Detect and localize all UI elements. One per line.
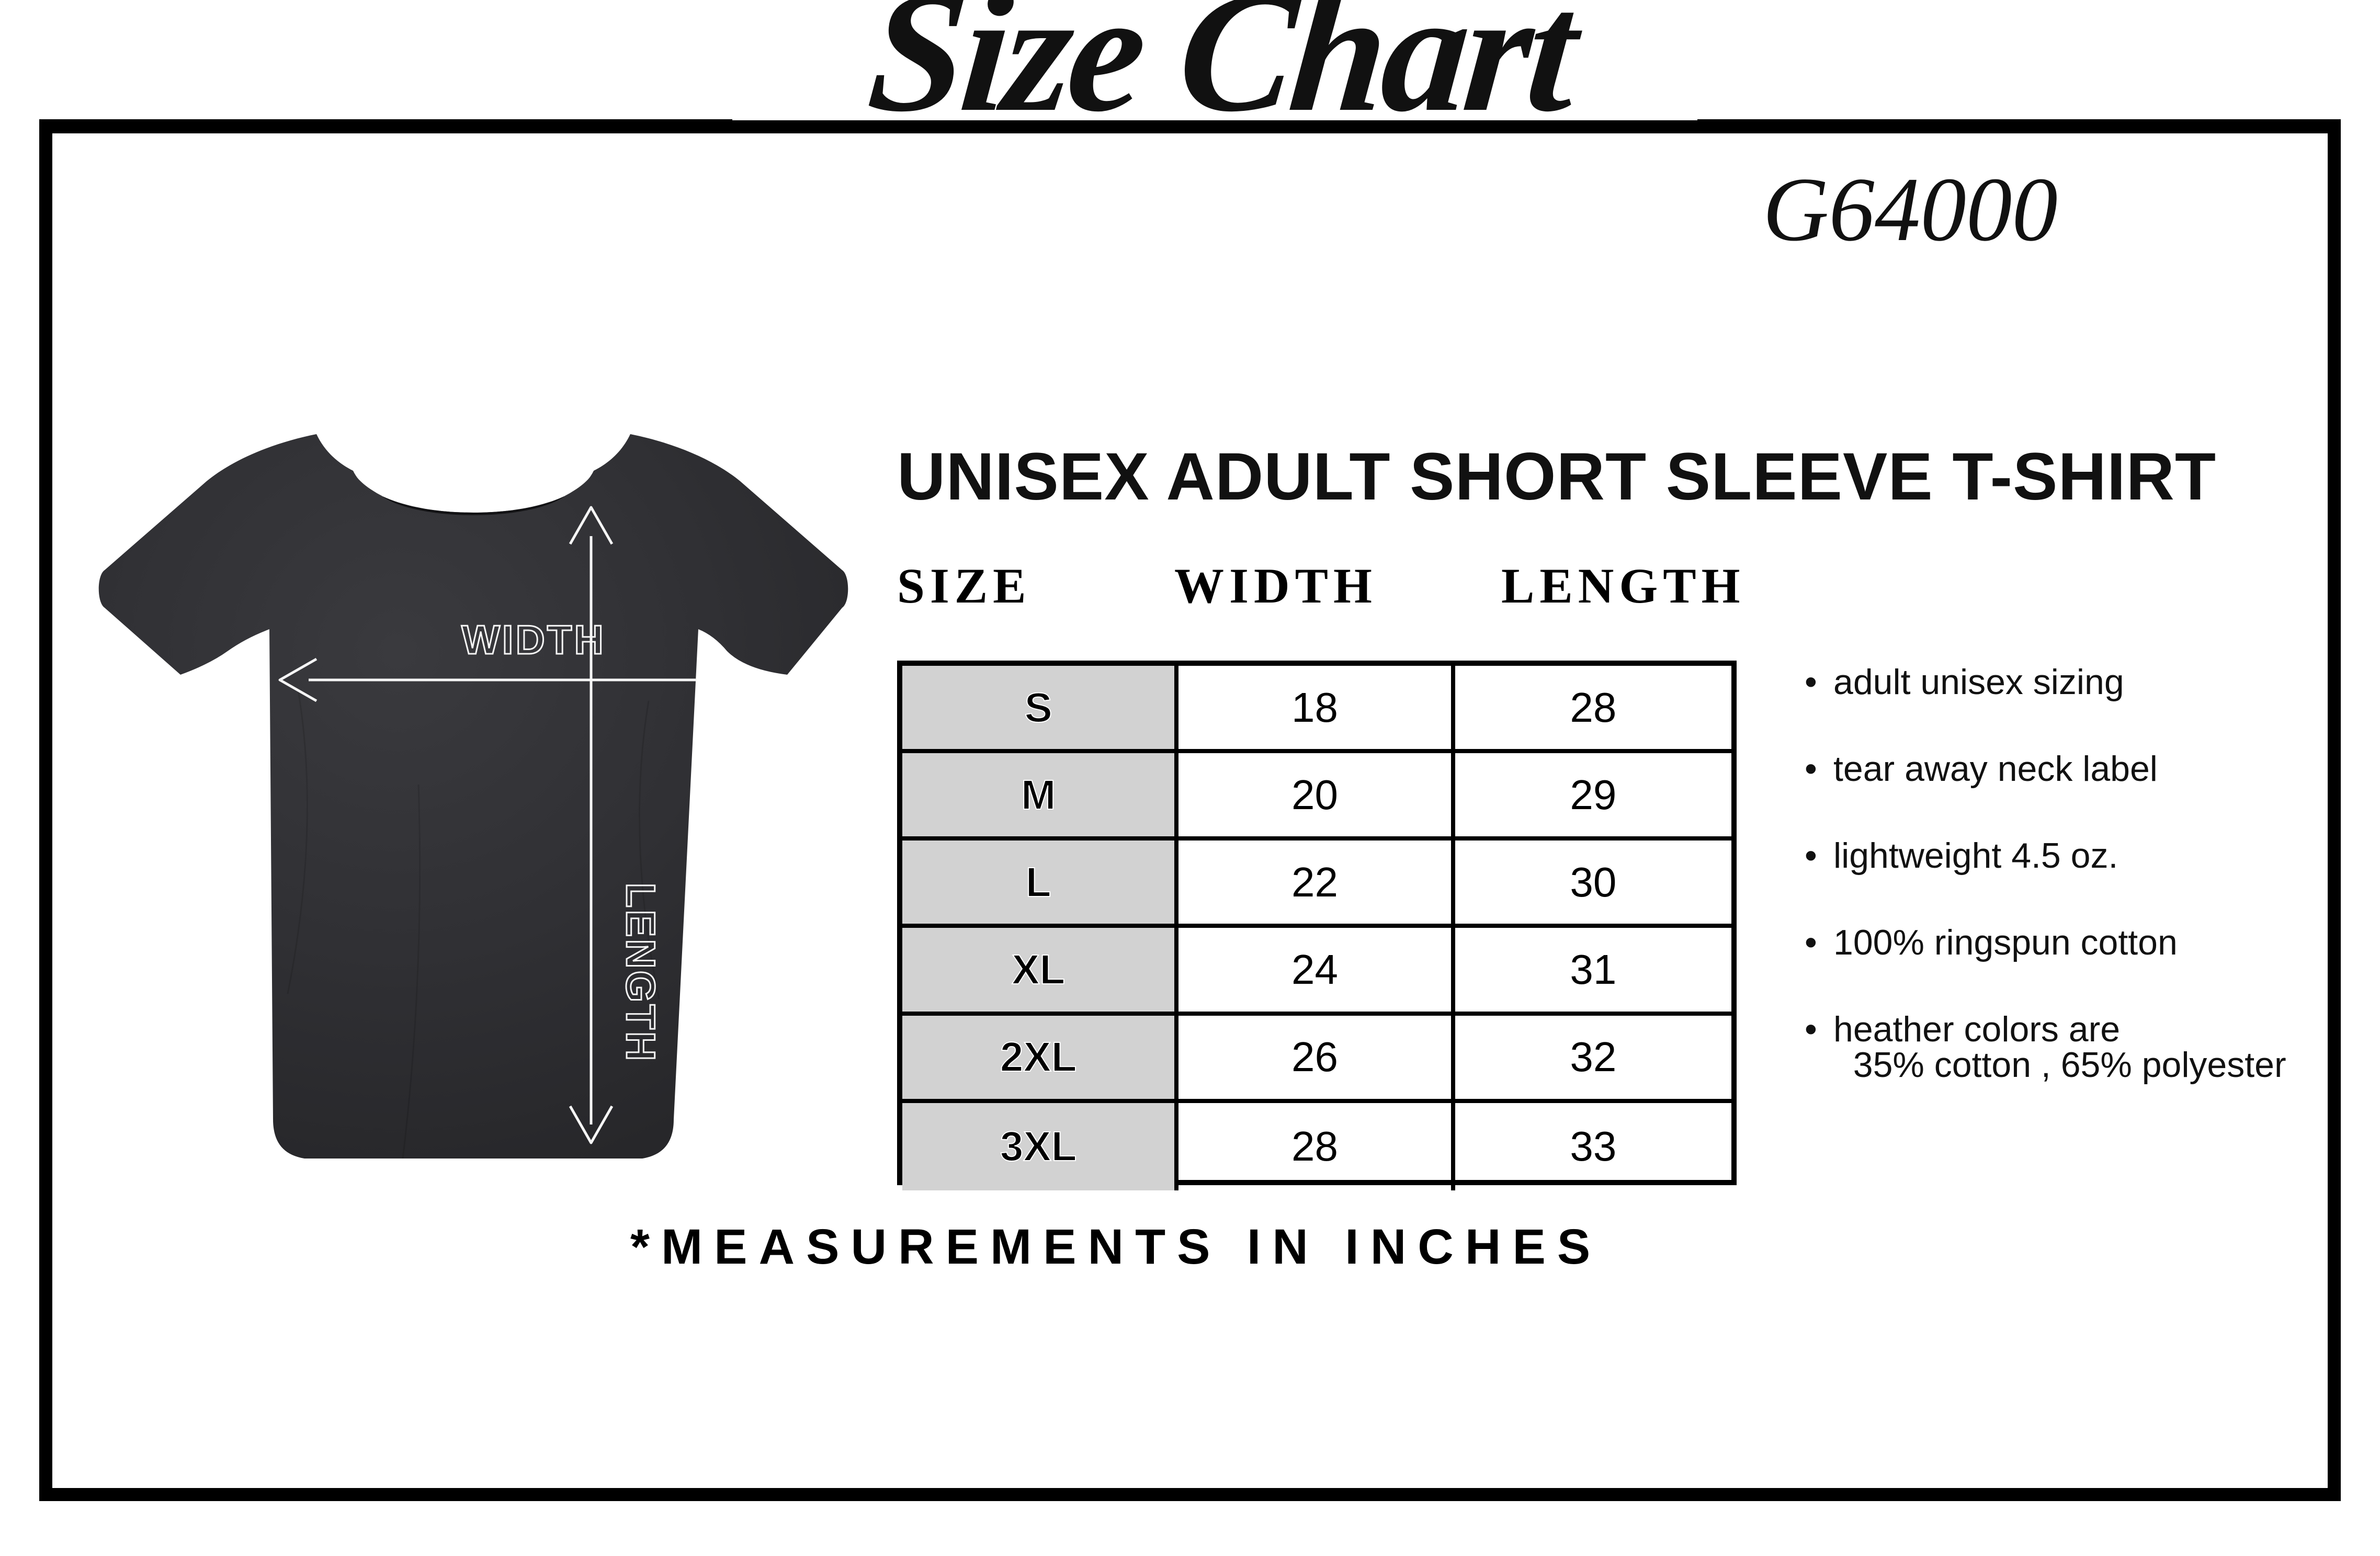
svg-text:WIDTH: WIDTH <box>461 617 606 663</box>
svg-text:LENGTH: LENGTH <box>618 883 664 1063</box>
